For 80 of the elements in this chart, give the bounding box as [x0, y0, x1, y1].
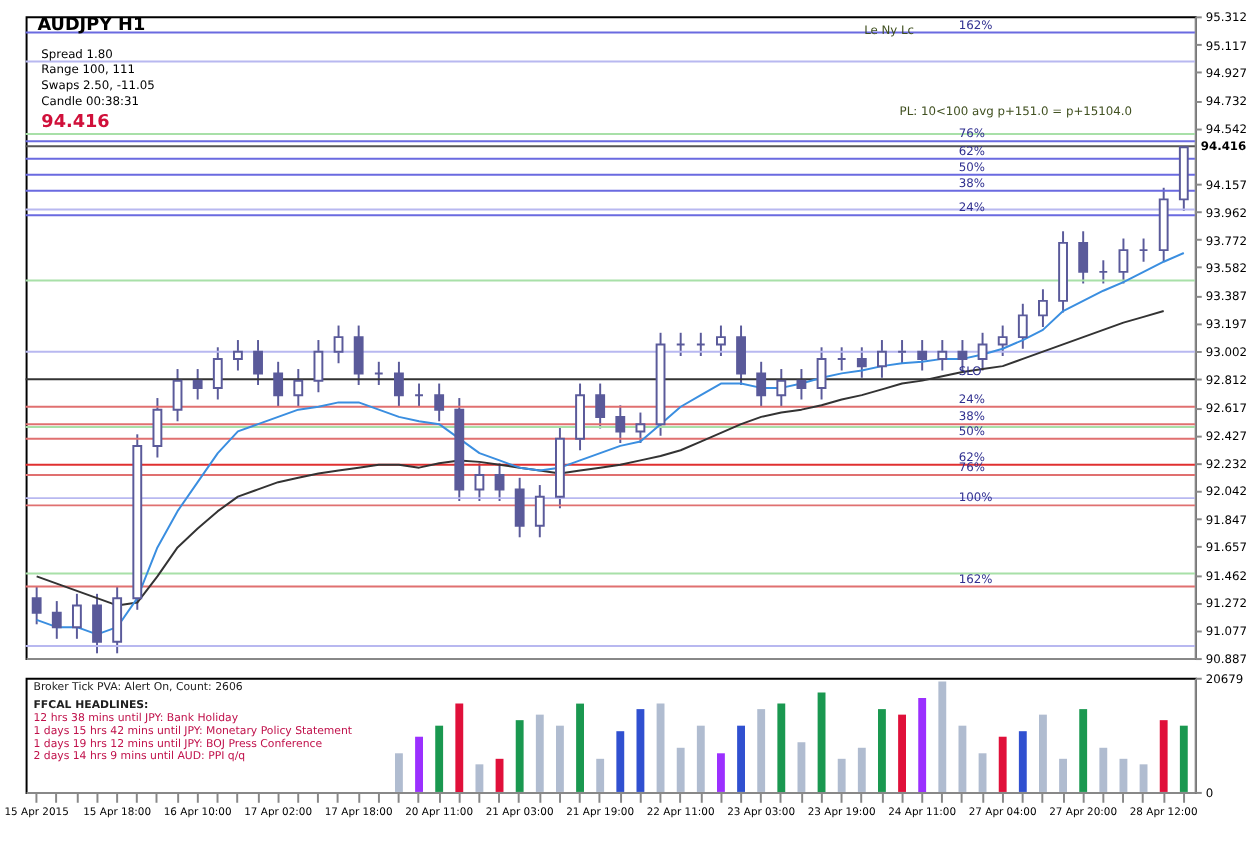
candlestick	[293, 368, 304, 408]
bar	[576, 703, 584, 792]
candlestick	[534, 484, 545, 539]
candlestick	[31, 585, 42, 626]
bar	[777, 703, 786, 792]
candlestick	[776, 368, 787, 408]
bar	[415, 736, 423, 792]
bar	[837, 758, 846, 792]
candlestick	[152, 397, 163, 459]
candlestick	[1118, 237, 1129, 285]
bar	[1139, 764, 1148, 792]
candlestick	[796, 368, 807, 401]
bar	[1119, 758, 1128, 792]
bar	[1099, 747, 1108, 792]
candlestick	[172, 368, 183, 423]
candlestick	[856, 346, 867, 379]
bar	[596, 758, 605, 792]
candlestick	[716, 324, 726, 357]
bar	[676, 747, 685, 792]
bar	[898, 714, 906, 792]
candlestick	[635, 411, 646, 444]
bar	[515, 720, 524, 792]
candlestick	[333, 324, 344, 365]
candlestick	[51, 600, 62, 640]
candlestick	[313, 339, 324, 394]
bar	[696, 725, 705, 792]
candlestick	[71, 592, 82, 640]
candlestick	[474, 462, 485, 503]
bar	[757, 709, 766, 792]
bar	[998, 736, 1007, 792]
candlestick	[816, 346, 827, 401]
bar	[877, 709, 886, 792]
candlestick	[1078, 230, 1089, 285]
candlestick	[877, 339, 887, 379]
candlestick	[615, 404, 626, 444]
candlestick	[393, 360, 404, 408]
bar	[1179, 725, 1188, 792]
bar	[857, 747, 866, 792]
candlestick	[997, 324, 1008, 357]
bar	[435, 725, 444, 792]
candlestick	[192, 368, 203, 401]
bar	[1159, 720, 1168, 792]
candlestick	[273, 360, 284, 408]
annotation: 94.416	[41, 112, 110, 133]
bar	[958, 725, 967, 792]
candlestick	[575, 382, 585, 452]
bar	[797, 742, 806, 792]
bar	[1079, 709, 1088, 792]
candlestick	[736, 324, 746, 386]
candlestick	[1017, 302, 1028, 350]
candlestick	[253, 339, 263, 386]
candlestick	[756, 360, 767, 408]
bar	[918, 698, 927, 792]
bar	[636, 709, 645, 792]
candlestick	[917, 339, 928, 372]
candlestick	[212, 346, 223, 401]
bar	[1039, 714, 1047, 792]
bar	[475, 764, 484, 792]
candlestick	[434, 382, 445, 423]
candlestick	[92, 592, 102, 655]
candlestick	[937, 339, 948, 372]
candlestick	[232, 339, 243, 372]
bar	[455, 703, 464, 792]
bar	[555, 725, 564, 792]
bar	[394, 753, 403, 792]
bar	[938, 681, 947, 792]
candlestick	[494, 462, 505, 503]
candlestick	[595, 382, 606, 430]
candlestick	[977, 331, 988, 372]
candlestick	[1038, 288, 1048, 328]
bar	[1059, 758, 1067, 792]
candlestick	[514, 476, 525, 539]
candlestick	[353, 324, 364, 386]
bar	[535, 714, 544, 792]
bar	[616, 731, 625, 792]
bar	[716, 753, 725, 792]
candlestick	[112, 585, 123, 655]
bar	[1018, 731, 1027, 792]
bar	[978, 753, 987, 792]
bar	[737, 725, 745, 792]
